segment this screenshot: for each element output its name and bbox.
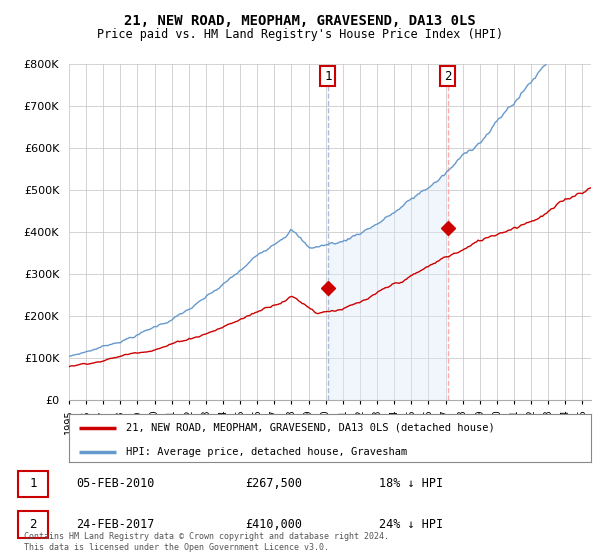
Text: Price paid vs. HM Land Registry's House Price Index (HPI): Price paid vs. HM Land Registry's House … xyxy=(97,28,503,41)
Text: 18% ↓ HPI: 18% ↓ HPI xyxy=(379,477,443,491)
Text: 2: 2 xyxy=(444,69,451,83)
Text: £410,000: £410,000 xyxy=(245,518,302,531)
Text: 05-FEB-2010: 05-FEB-2010 xyxy=(76,477,154,491)
Text: 1: 1 xyxy=(324,69,332,83)
FancyBboxPatch shape xyxy=(18,511,48,538)
Text: 24% ↓ HPI: 24% ↓ HPI xyxy=(379,518,443,531)
Text: 24-FEB-2017: 24-FEB-2017 xyxy=(76,518,154,531)
Text: £267,500: £267,500 xyxy=(245,477,302,491)
FancyBboxPatch shape xyxy=(18,471,48,497)
Text: HPI: Average price, detached house, Gravesham: HPI: Average price, detached house, Grav… xyxy=(127,446,407,456)
Text: 21, NEW ROAD, MEOPHAM, GRAVESEND, DA13 0LS (detached house): 21, NEW ROAD, MEOPHAM, GRAVESEND, DA13 0… xyxy=(127,423,495,433)
Text: 2: 2 xyxy=(29,518,37,531)
Text: 21, NEW ROAD, MEOPHAM, GRAVESEND, DA13 0LS: 21, NEW ROAD, MEOPHAM, GRAVESEND, DA13 0… xyxy=(124,14,476,28)
Text: Contains HM Land Registry data © Crown copyright and database right 2024.
This d: Contains HM Land Registry data © Crown c… xyxy=(24,532,389,552)
Text: 1: 1 xyxy=(29,477,37,491)
